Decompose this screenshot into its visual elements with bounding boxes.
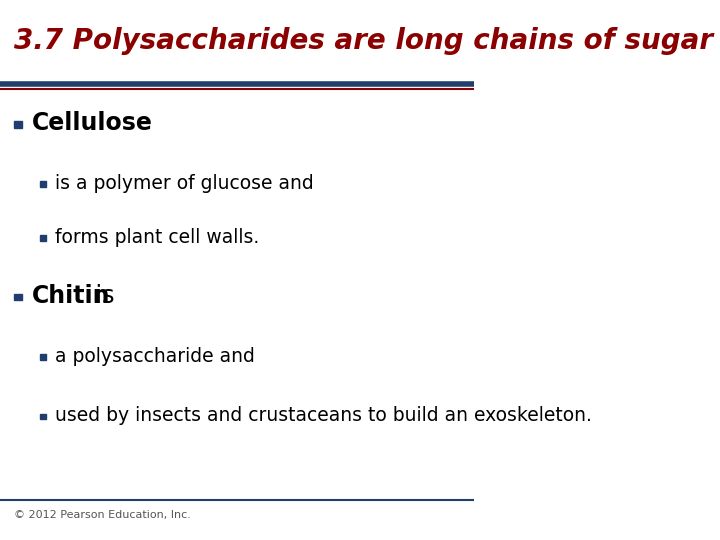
- Text: © 2012 Pearson Education, Inc.: © 2012 Pearson Education, Inc.: [14, 510, 191, 521]
- FancyBboxPatch shape: [14, 294, 22, 300]
- Text: a polysaccharide and: a polysaccharide and: [55, 347, 256, 366]
- Text: forms plant cell walls.: forms plant cell walls.: [55, 228, 260, 247]
- Text: Chitin: Chitin: [32, 284, 111, 308]
- FancyBboxPatch shape: [40, 414, 46, 419]
- Text: is a polymer of glucose and: is a polymer of glucose and: [55, 174, 314, 193]
- FancyBboxPatch shape: [40, 354, 46, 360]
- FancyBboxPatch shape: [14, 121, 22, 127]
- Text: is: is: [88, 284, 114, 308]
- Text: 3.7 Polysaccharides are long chains of sugar units: 3.7 Polysaccharides are long chains of s…: [14, 27, 720, 55]
- FancyBboxPatch shape: [40, 235, 46, 241]
- Text: used by insects and crustaceans to build an exoskeleton.: used by insects and crustaceans to build…: [55, 406, 593, 426]
- Text: Cellulose: Cellulose: [32, 111, 153, 135]
- FancyBboxPatch shape: [40, 181, 46, 187]
